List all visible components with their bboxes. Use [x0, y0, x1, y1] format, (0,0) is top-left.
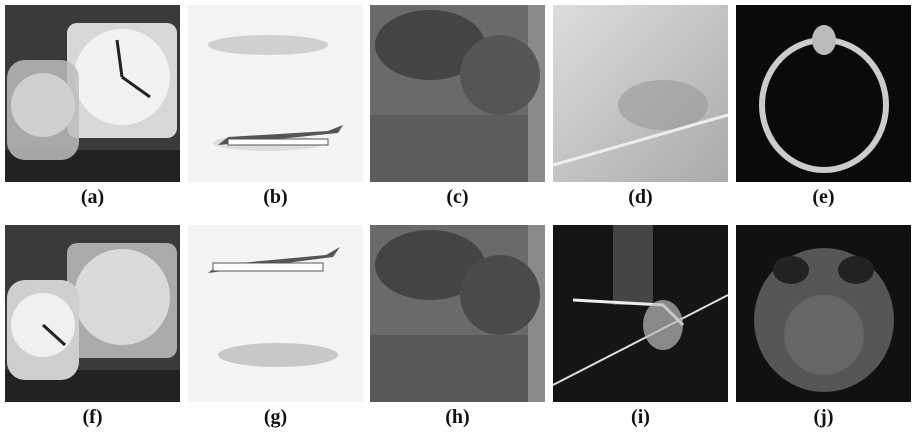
image-mri-scan — [736, 225, 911, 402]
image-ct-scan — [736, 5, 911, 182]
panel-label: (e) — [736, 186, 911, 209]
panel-label: (g) — [188, 406, 363, 429]
image-planes-near-focus — [188, 5, 363, 182]
panel-label: (b) — [188, 186, 363, 209]
panel-label: (d) — [553, 186, 728, 209]
panel-label: (c) — [370, 186, 545, 209]
panel-label: (i) — [553, 406, 728, 429]
image-clocks-near-focus — [5, 5, 180, 182]
image-aerial-infrared — [553, 225, 728, 402]
figure: (a) (b) (c) (d) (e) (f) (g) (h) (i) (j) — [0, 0, 913, 438]
panel-label: (j) — [736, 406, 911, 429]
image-planes-far-focus — [188, 225, 363, 402]
image-clocks-far-focus — [5, 225, 180, 402]
panel-label: (a) — [5, 186, 180, 209]
panel-label: (f) — [5, 406, 180, 429]
image-aerial-left — [370, 5, 545, 182]
image-aerial-haze — [553, 5, 728, 182]
panel-label: (h) — [370, 406, 545, 429]
image-aerial-right — [370, 225, 545, 402]
